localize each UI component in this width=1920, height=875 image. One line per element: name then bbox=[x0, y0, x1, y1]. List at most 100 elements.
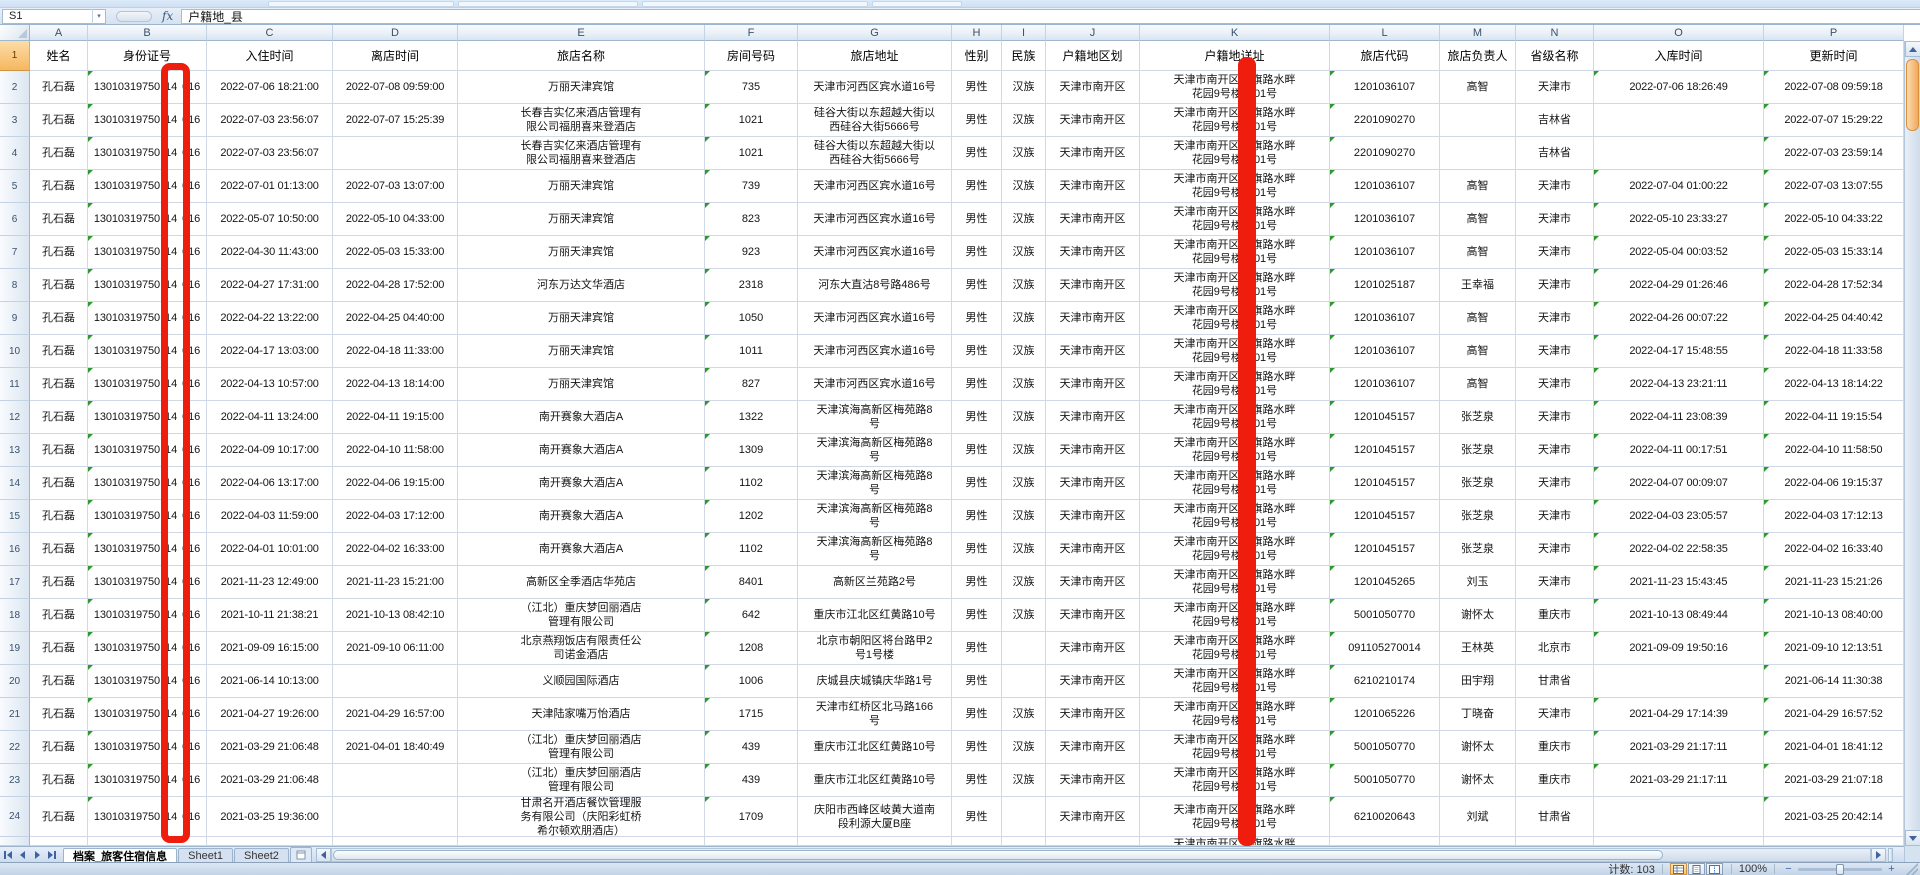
cell-H12[interactable]: 男性 bbox=[952, 401, 1002, 434]
cell-P18[interactable]: 2021-10-13 08:40:00 bbox=[1764, 599, 1904, 632]
cell-E3[interactable]: 长春吉实亿来酒店管理有 限公司福朋喜来登酒店 bbox=[458, 104, 705, 137]
cell-N21[interactable]: 天津市 bbox=[1516, 698, 1594, 731]
row-header-4[interactable]: 4 bbox=[0, 137, 30, 170]
row-header-14[interactable]: 14 bbox=[0, 467, 30, 500]
cell-I8[interactable]: 汉族 bbox=[1002, 269, 1046, 302]
cell-J6[interactable]: 天津市南开区 bbox=[1046, 203, 1140, 236]
cell-F4[interactable]: 1021 bbox=[705, 137, 798, 170]
cell-N18[interactable]: 重庆市 bbox=[1516, 599, 1594, 632]
header-cell-D[interactable]: 离店时间 bbox=[333, 41, 458, 71]
cell-N14[interactable]: 天津市 bbox=[1516, 467, 1594, 500]
cell-I23[interactable]: 汉族 bbox=[1002, 764, 1046, 797]
cell-K2[interactable]: 天津市南开区 旗路水畔 花园9号楼 01号 bbox=[1140, 71, 1330, 104]
cell-E10[interactable]: 万丽天津宾馆 bbox=[458, 335, 705, 368]
cell-K18[interactable]: 天津市南开区 旗路水畔 花园9号楼 01号 bbox=[1140, 599, 1330, 632]
cell-O6[interactable]: 2022-05-10 23:33:27 bbox=[1594, 203, 1764, 236]
tab-split-handle[interactable] bbox=[1887, 847, 1893, 862]
cell-I9[interactable]: 汉族 bbox=[1002, 302, 1046, 335]
cell-N17[interactable]: 天津市 bbox=[1516, 566, 1594, 599]
tab-nav-first-icon[interactable] bbox=[0, 848, 15, 862]
select-all-corner[interactable] bbox=[0, 25, 30, 41]
cell-B11[interactable]: 13010319750 14 016 bbox=[88, 368, 207, 401]
cell-P5[interactable]: 2022-07-03 13:07:55 bbox=[1764, 170, 1904, 203]
page-break-view-button[interactable] bbox=[1705, 863, 1723, 875]
cell-C25[interactable] bbox=[207, 837, 333, 846]
cell-I11[interactable]: 汉族 bbox=[1002, 368, 1046, 401]
cell-P24[interactable]: 2021-03-25 20:42:14 bbox=[1764, 797, 1904, 837]
cell-D17[interactable]: 2021-11-23 15:21:00 bbox=[333, 566, 458, 599]
col-header-A[interactable]: A bbox=[30, 25, 88, 41]
cell-G21[interactable]: 天津市红桥区北马路166 号 bbox=[798, 698, 952, 731]
row-header-18[interactable]: 18 bbox=[0, 599, 30, 632]
cell-H7[interactable]: 男性 bbox=[952, 236, 1002, 269]
cell-B2[interactable]: 13010319750 14 016 bbox=[88, 71, 207, 104]
header-cell-F[interactable]: 房间号码 bbox=[705, 41, 798, 71]
header-cell-O[interactable]: 入库时间 bbox=[1594, 41, 1764, 71]
cell-B20[interactable]: 13010319750 14 016 bbox=[88, 665, 207, 698]
cell-J22[interactable]: 天津市南开区 bbox=[1046, 731, 1140, 764]
row-header-23[interactable]: 23 bbox=[0, 764, 30, 797]
cell-D4[interactable] bbox=[333, 137, 458, 170]
cell-H2[interactable]: 男性 bbox=[952, 71, 1002, 104]
cell-D5[interactable]: 2022-07-03 13:07:00 bbox=[333, 170, 458, 203]
header-cell-I[interactable]: 民族 bbox=[1002, 41, 1046, 71]
col-header-M[interactable]: M bbox=[1440, 25, 1516, 41]
cell-B21[interactable]: 13010319750 14 016 bbox=[88, 698, 207, 731]
cell-K3[interactable]: 天津市南开区 旗路水畔 花园9号楼 01号 bbox=[1140, 104, 1330, 137]
name-box-dropdown-icon[interactable]: ▾ bbox=[92, 8, 105, 24]
cell-O5[interactable]: 2022-07-04 01:00:22 bbox=[1594, 170, 1764, 203]
col-header-F[interactable]: F bbox=[705, 25, 798, 41]
cell-M9[interactable]: 高智 bbox=[1440, 302, 1516, 335]
col-header-C[interactable]: C bbox=[207, 25, 333, 41]
name-box[interactable]: S1 ▾ bbox=[2, 8, 106, 24]
cell-G24[interactable]: 庆阳市西峰区岐黄大道南 段利源大厦B座 bbox=[798, 797, 952, 837]
row-header-24[interactable]: 24 bbox=[0, 797, 30, 837]
cell-D9[interactable]: 2022-04-25 04:40:00 bbox=[333, 302, 458, 335]
cell-G19[interactable]: 北京市朝阳区将台路甲2 号1号楼 bbox=[798, 632, 952, 665]
cell-O9[interactable]: 2022-04-26 00:07:22 bbox=[1594, 302, 1764, 335]
scroll-down-button[interactable] bbox=[1905, 830, 1920, 846]
cell-D2[interactable]: 2022-07-08 09:59:00 bbox=[333, 71, 458, 104]
cell-D24[interactable] bbox=[333, 797, 458, 837]
cell-L22[interactable]: 5001050770 bbox=[1330, 731, 1440, 764]
cell-B25[interactable] bbox=[88, 837, 207, 846]
cell-I24[interactable] bbox=[1002, 797, 1046, 837]
cell-I10[interactable]: 汉族 bbox=[1002, 335, 1046, 368]
cell-D22[interactable]: 2021-04-01 18:40:49 bbox=[333, 731, 458, 764]
cell-J4[interactable]: 天津市南开区 bbox=[1046, 137, 1140, 170]
cell-L18[interactable]: 5001050770 bbox=[1330, 599, 1440, 632]
cell-N2[interactable]: 天津市 bbox=[1516, 71, 1594, 104]
cell-C3[interactable]: 2022-07-03 23:56:07 bbox=[207, 104, 333, 137]
cell-E24[interactable]: 甘肃名开酒店餐饮管理服 务有限公司（庆阳彩虹桥 希尔顿欢朋酒店） bbox=[458, 797, 705, 837]
header-cell-B[interactable]: 身份证号 bbox=[88, 41, 207, 71]
cell-G15[interactable]: 天津滨海高新区梅苑路8 号 bbox=[798, 500, 952, 533]
cell-I7[interactable]: 汉族 bbox=[1002, 236, 1046, 269]
cell-C12[interactable]: 2022-04-11 13:24:00 bbox=[207, 401, 333, 434]
cell-I2[interactable]: 汉族 bbox=[1002, 71, 1046, 104]
cell-N24[interactable]: 甘肃省 bbox=[1516, 797, 1594, 837]
cell-P21[interactable]: 2021-04-29 16:57:52 bbox=[1764, 698, 1904, 731]
cell-E20[interactable]: 义顺园国际酒店 bbox=[458, 665, 705, 698]
cell-G3[interactable]: 硅谷大街以东超越大街以 西硅谷大街5666号 bbox=[798, 104, 952, 137]
col-header-H[interactable]: H bbox=[952, 25, 1002, 41]
cell-A10[interactable]: 孔石磊 bbox=[30, 335, 88, 368]
cell-E23[interactable]: （江北）重庆梦回丽酒店 管理有限公司 bbox=[458, 764, 705, 797]
cell-C6[interactable]: 2022-05-07 10:50:00 bbox=[207, 203, 333, 236]
cell-I21[interactable]: 汉族 bbox=[1002, 698, 1046, 731]
row-header-7[interactable]: 7 bbox=[0, 236, 30, 269]
cell-A12[interactable]: 孔石磊 bbox=[30, 401, 88, 434]
cell-O18[interactable]: 2021-10-13 08:49:44 bbox=[1594, 599, 1764, 632]
cell-E17[interactable]: 高新区全季酒店华苑店 bbox=[458, 566, 705, 599]
cell-L17[interactable]: 1201045265 bbox=[1330, 566, 1440, 599]
vertical-scrollbar[interactable] bbox=[1904, 41, 1920, 846]
cell-E13[interactable]: 南开赛象大酒店A bbox=[458, 434, 705, 467]
col-header-N[interactable]: N bbox=[1516, 25, 1594, 41]
cell-O11[interactable]: 2022-04-13 23:21:11 bbox=[1594, 368, 1764, 401]
cell-H13[interactable]: 男性 bbox=[952, 434, 1002, 467]
cell-E4[interactable]: 长春吉实亿来酒店管理有 限公司福朋喜来登酒店 bbox=[458, 137, 705, 170]
row-header-22[interactable]: 22 bbox=[0, 731, 30, 764]
cell-F20[interactable]: 1006 bbox=[705, 665, 798, 698]
cell-P16[interactable]: 2022-04-02 16:33:40 bbox=[1764, 533, 1904, 566]
cell-J20[interactable]: 天津市南开区 bbox=[1046, 665, 1140, 698]
cell-G22[interactable]: 重庆市江北区红黄路10号 bbox=[798, 731, 952, 764]
